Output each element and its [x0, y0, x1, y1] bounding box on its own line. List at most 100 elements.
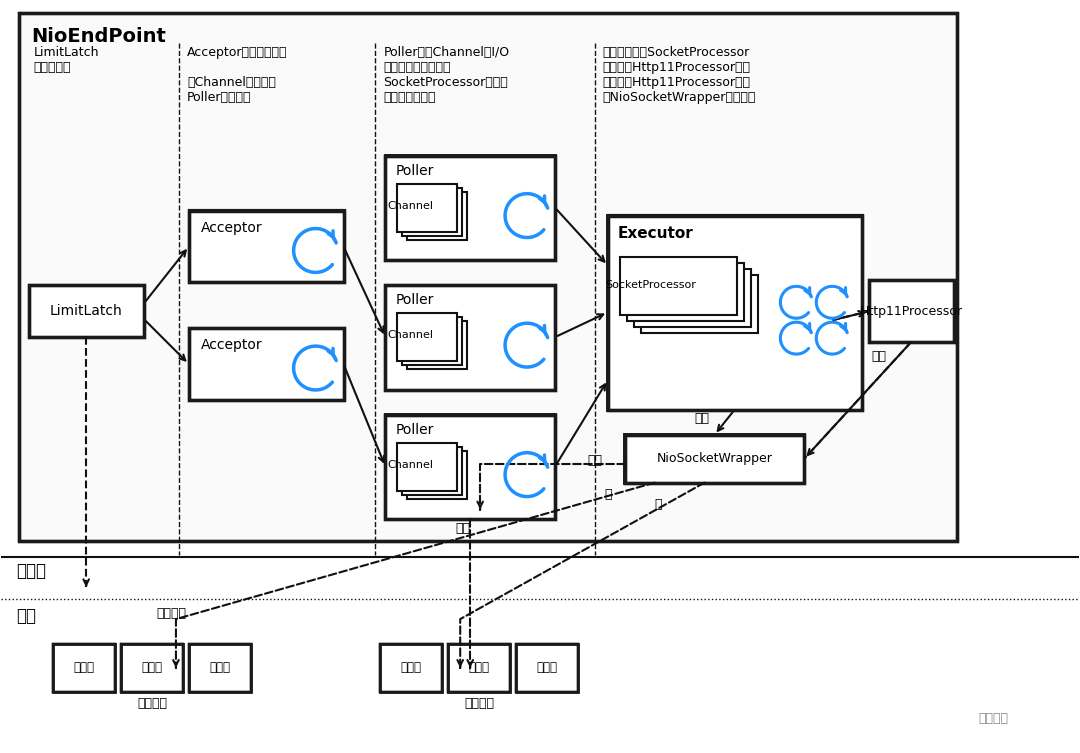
Bar — [608, 215, 862, 410]
Bar — [19, 14, 957, 541]
Bar — [189, 210, 343, 282]
Text: 接收队列: 接收队列 — [137, 697, 167, 710]
Bar — [386, 415, 555, 520]
Bar — [29, 285, 144, 337]
Bar — [384, 155, 555, 261]
Text: LimitLatch
限制连接数: LimitLatch 限制连接数 — [33, 46, 98, 75]
Text: 连接请求: 连接请求 — [156, 607, 186, 620]
Bar — [29, 285, 144, 337]
Bar — [869, 280, 954, 342]
Bar — [189, 211, 343, 282]
Bar — [53, 644, 116, 692]
Text: 数据包: 数据包 — [401, 661, 422, 675]
Bar — [607, 215, 862, 410]
Bar — [380, 644, 442, 692]
Text: 发送队列: 发送队列 — [464, 697, 495, 710]
Bar — [516, 644, 578, 692]
Text: 内核: 内核 — [16, 607, 37, 625]
Bar — [624, 434, 805, 483]
Bar — [54, 645, 114, 691]
Text: 持有: 持有 — [694, 412, 710, 425]
Bar — [624, 434, 805, 483]
Bar — [30, 286, 143, 336]
Bar — [517, 645, 577, 691]
Bar — [407, 192, 468, 239]
Bar — [397, 443, 457, 490]
Bar — [190, 212, 342, 282]
Bar — [516, 644, 578, 692]
Bar — [122, 645, 181, 691]
Text: Poller检测Channel的I/O
事件，可读时，创建
SocketProcessor任务类
扔给线程池处理: Poller检测Channel的I/O 事件，可读时，创建 SocketProc… — [383, 46, 510, 104]
Bar — [189, 328, 343, 400]
Bar — [121, 644, 183, 692]
Bar — [189, 644, 251, 692]
Bar — [386, 285, 555, 390]
Bar — [387, 157, 554, 260]
Bar — [189, 644, 251, 692]
Text: 写: 写 — [654, 498, 662, 511]
Text: Acceptor监听连接请求

将Channel交给若干
Poller中的一个: Acceptor监听连接请求 将Channel交给若干 Poller中的一个 — [187, 46, 287, 104]
Text: 持有: 持有 — [586, 454, 602, 467]
Text: 读写: 读写 — [872, 350, 887, 363]
Bar — [515, 644, 578, 692]
Text: NioEndPoint: NioEndPoint — [31, 27, 166, 46]
Text: SocketProcessor: SocketProcessor — [605, 280, 697, 291]
Bar — [640, 276, 758, 333]
Text: 线程池在执行SocketProcessor
时会调用Http11Processor去处
理请求，Http11Processor会通
过NioSocketWrap: 线程池在执行SocketProcessor 时会调用Http11Processo… — [603, 46, 756, 104]
Text: LimitLatch: LimitLatch — [50, 304, 122, 319]
Bar — [403, 187, 462, 236]
Bar — [387, 286, 554, 389]
Bar — [53, 644, 116, 692]
Bar — [384, 285, 555, 390]
Text: Http11Processor: Http11Processor — [860, 305, 962, 318]
Text: Executor: Executor — [618, 226, 693, 240]
Bar — [386, 156, 555, 261]
Text: 数据包: 数据包 — [469, 661, 489, 675]
Bar — [380, 644, 442, 692]
Text: NioSocketWrapper: NioSocketWrapper — [657, 453, 772, 465]
Text: Poller: Poller — [395, 423, 434, 437]
Bar — [189, 328, 343, 400]
Bar — [380, 644, 442, 692]
Text: Channel: Channel — [388, 200, 433, 211]
Text: 数据包: 数据包 — [537, 661, 557, 675]
Bar — [386, 285, 555, 390]
Text: 数据包: 数据包 — [73, 661, 95, 675]
Bar — [449, 645, 509, 691]
Bar — [29, 285, 144, 337]
Text: Poller: Poller — [395, 164, 434, 178]
Bar — [403, 317, 462, 365]
Bar — [386, 415, 555, 520]
Bar — [407, 451, 468, 498]
Bar — [634, 270, 752, 328]
Bar — [19, 13, 957, 541]
Text: 应用层: 应用层 — [16, 562, 46, 581]
Bar — [626, 264, 744, 322]
Bar — [448, 644, 510, 692]
Bar — [384, 414, 555, 520]
Bar — [403, 447, 462, 495]
Text: Acceptor: Acceptor — [201, 338, 262, 352]
Bar — [387, 416, 554, 519]
Text: 读: 读 — [605, 488, 612, 501]
Bar — [397, 184, 457, 231]
Bar — [448, 644, 510, 692]
Text: 码哥字节: 码哥字节 — [978, 712, 1009, 725]
Bar — [407, 322, 468, 369]
Bar — [19, 13, 957, 541]
Text: Poller: Poller — [395, 294, 434, 307]
Text: 数据包: 数据包 — [210, 661, 230, 675]
Bar — [121, 644, 183, 692]
Bar — [381, 645, 442, 691]
Bar — [620, 258, 738, 316]
Bar — [386, 156, 555, 261]
Bar — [869, 280, 954, 342]
Bar — [189, 210, 343, 282]
Bar — [190, 329, 342, 399]
Bar — [190, 645, 249, 691]
Bar — [397, 313, 457, 361]
Bar — [625, 436, 804, 482]
Text: Channel: Channel — [388, 459, 433, 470]
Bar — [189, 644, 251, 692]
Text: 数据包: 数据包 — [141, 661, 162, 675]
